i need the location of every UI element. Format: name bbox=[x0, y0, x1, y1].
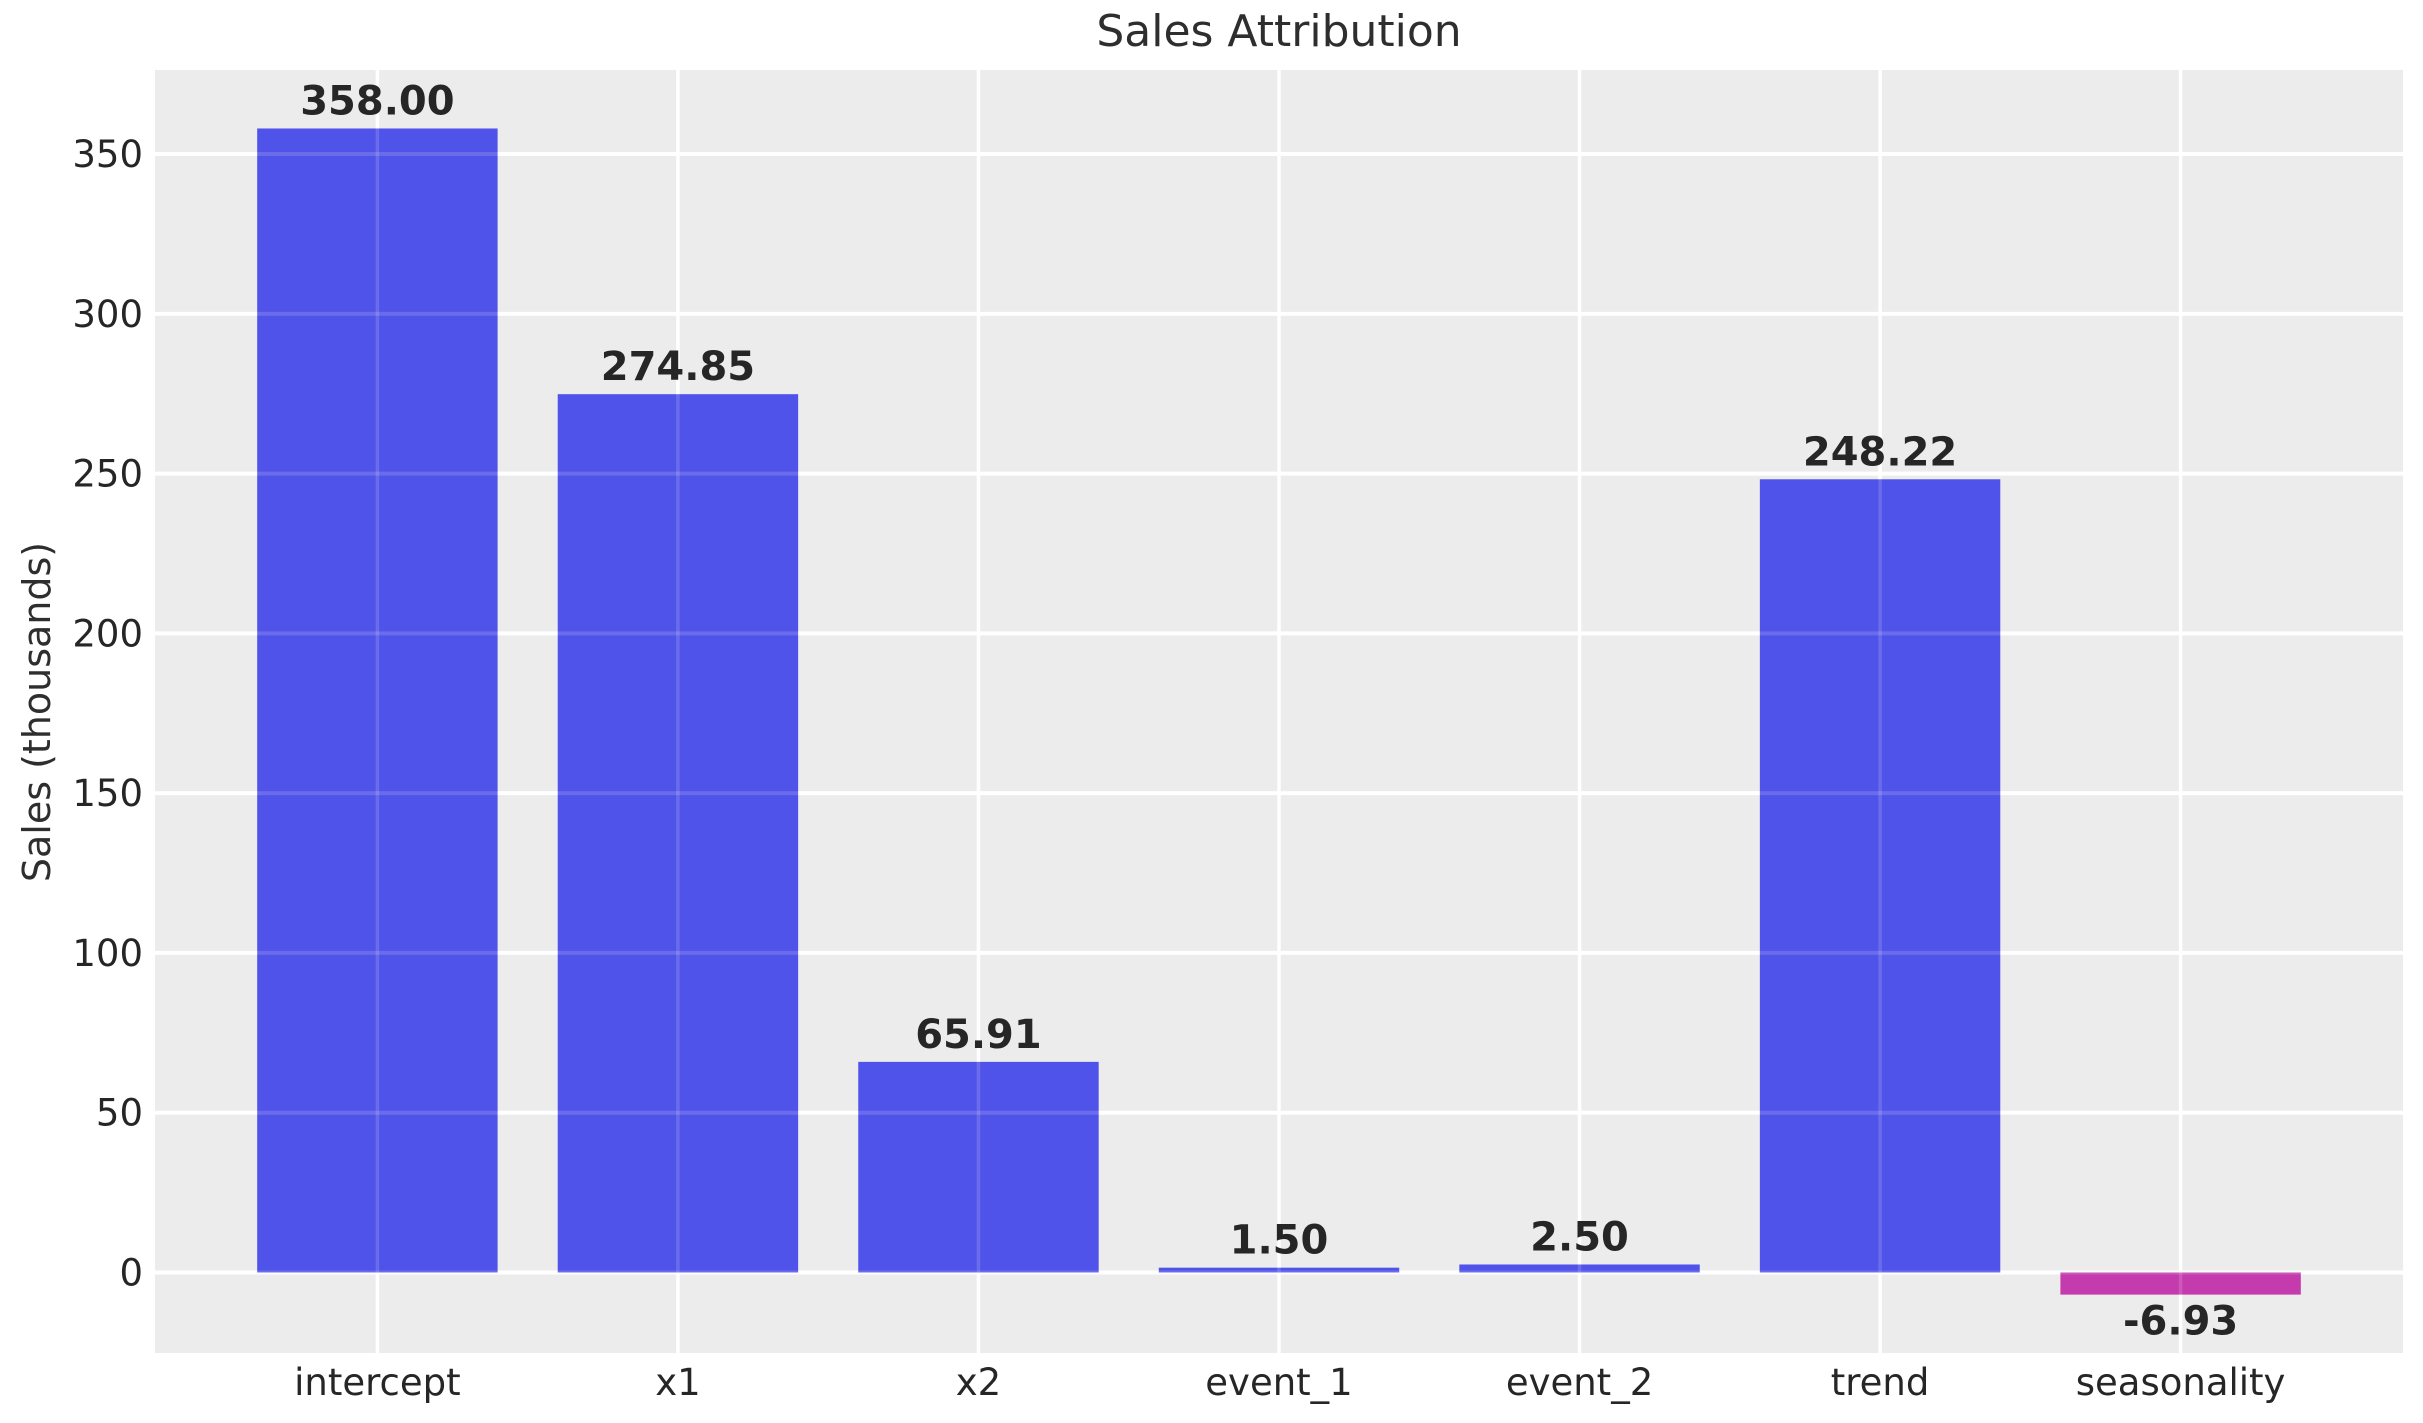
bar-intercept bbox=[257, 128, 498, 1273]
bar-value-label: -6.93 bbox=[2123, 1299, 2238, 1345]
bar-x2 bbox=[858, 1061, 1099, 1273]
y-tick-label: 200 bbox=[72, 612, 143, 655]
bar-value-label: 1.50 bbox=[1230, 1218, 1329, 1264]
x-tick-label: seasonality bbox=[2076, 1361, 2286, 1404]
bar-x1 bbox=[557, 394, 799, 1273]
x-tick-label: trend bbox=[1831, 1361, 1930, 1404]
y-tick-label: 100 bbox=[72, 932, 143, 975]
y-tick-label: 0 bbox=[119, 1251, 143, 1294]
bar-value-label: 274.85 bbox=[601, 344, 755, 390]
x-tick-label: event_2 bbox=[1506, 1361, 1653, 1404]
x-tick-label: intercept bbox=[294, 1361, 461, 1404]
y-tick-label: 250 bbox=[72, 453, 143, 496]
bar-value-label: 358.00 bbox=[300, 78, 454, 124]
bar-trend bbox=[1759, 479, 2001, 1273]
x-tick-label: x2 bbox=[956, 1361, 1001, 1404]
x-tick-label: event_1 bbox=[1205, 1361, 1352, 1404]
bar-value-label: 248.22 bbox=[1803, 429, 1957, 475]
y-tick-label: 150 bbox=[72, 772, 143, 815]
bar-value-label: 2.50 bbox=[1530, 1214, 1629, 1260]
x-tick-label: x1 bbox=[655, 1361, 700, 1404]
chart-title: Sales Attribution bbox=[1096, 6, 1462, 57]
bar-seasonality bbox=[2060, 1272, 2301, 1295]
bar-value-label: 65.91 bbox=[915, 1012, 1042, 1058]
y-axis-label: Sales (thousands) bbox=[15, 541, 59, 883]
y-tick-label: 300 bbox=[72, 293, 143, 336]
y-tick-label: 50 bbox=[96, 1092, 143, 1135]
bar-event_2 bbox=[1459, 1264, 1700, 1273]
y-tick-label: 350 bbox=[72, 133, 143, 176]
bar-event_1 bbox=[1158, 1267, 1400, 1273]
